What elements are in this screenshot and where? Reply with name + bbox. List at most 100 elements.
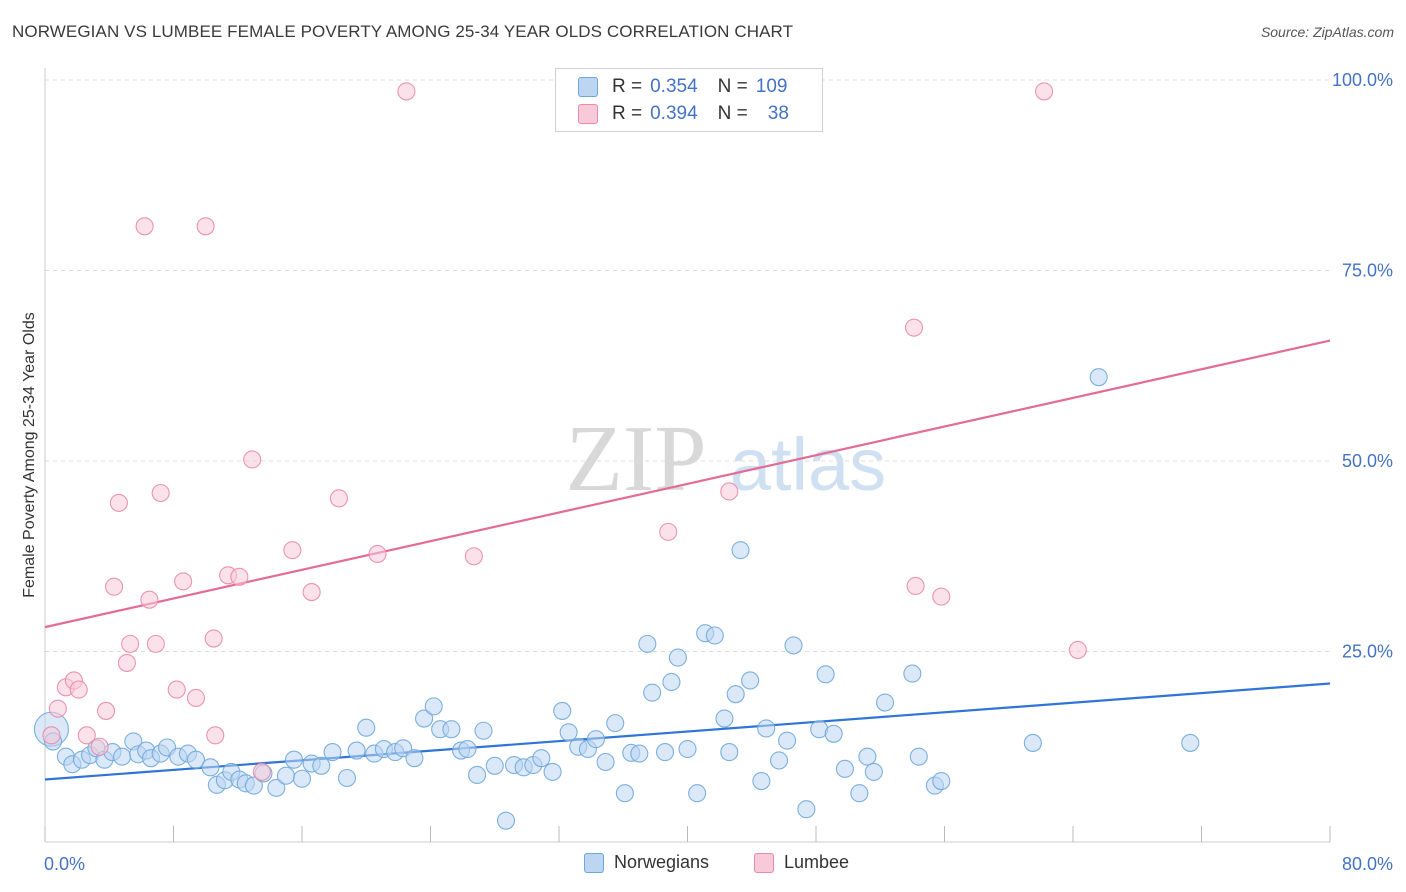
lumbee-point — [1035, 82, 1054, 101]
norwegians-point — [186, 750, 206, 769]
watermark-zip: ZIP — [566, 407, 707, 511]
lumbee-point — [906, 576, 925, 596]
tick-labels: 25.0% 50.0% 75.0% 100.0% 0.0% 80.0% — [44, 70, 1393, 874]
norwegians-point — [835, 759, 854, 778]
norwegians-point — [244, 776, 263, 795]
lumbee-point — [302, 583, 321, 602]
pink-swatch — [754, 852, 774, 873]
stats-legend: R = 0.354 N = 109 R = 0.394 N = 38 — [555, 68, 823, 132]
norwegians-point — [606, 714, 625, 733]
lumbee-point — [230, 567, 249, 586]
r-value: 0.354 — [650, 76, 698, 97]
source-label: Source: ZipAtlas.com — [1260, 24, 1394, 40]
lumbee-point — [904, 318, 924, 337]
n-value: 38 — [767, 103, 789, 124]
lumbee-point — [90, 737, 109, 756]
lumbee-point — [283, 541, 302, 560]
norwegians-point — [405, 749, 424, 768]
norwegians-point — [757, 719, 776, 738]
norwegians-point — [932, 771, 951, 791]
norwegians-point — [909, 747, 928, 766]
y-tick-label: 50.0% — [1342, 451, 1393, 471]
norwegians-point — [876, 693, 895, 712]
legend-item-norwegians[interactable]: Norwegians — [584, 852, 709, 873]
lumbee-point — [720, 482, 739, 501]
x-tick-label-min: 0.0% — [44, 854, 85, 874]
lumbee-point — [174, 572, 193, 591]
norwegians-point — [596, 752, 615, 772]
norwegians-point — [201, 758, 220, 777]
lumbee-point — [932, 587, 951, 606]
x-tick-label-max: 80.0% — [1342, 854, 1393, 874]
norwegians-point — [638, 634, 657, 653]
norwegians-point — [903, 664, 922, 683]
norwegians-point — [442, 720, 461, 739]
norwegians-trend-line — [44, 682, 1331, 781]
lumbee-point — [140, 590, 159, 609]
norwegians-point — [347, 741, 366, 760]
chart-title: NORWEGIAN VS LUMBEE FEMALE POVERTY AMONG… — [12, 22, 794, 41]
y-tick-label: 100.0% — [1332, 70, 1393, 90]
legend-item-lumbee[interactable]: Lumbee — [754, 852, 849, 873]
norwegians-point — [615, 784, 634, 803]
lumbee-point — [252, 762, 271, 781]
norwegians-point — [816, 665, 835, 684]
norwegians-point — [741, 671, 760, 690]
lumbee-point — [135, 217, 154, 236]
lumbee-point — [659, 522, 678, 541]
norwegians-point — [337, 768, 357, 788]
legend-label-norwegians: Norwegians — [614, 852, 710, 872]
norwegians-point — [415, 709, 434, 728]
norwegians-point — [678, 739, 697, 759]
norwegians-point — [543, 762, 562, 781]
norwegians-point — [662, 672, 681, 692]
norwegians-point — [312, 756, 331, 775]
norwegians-point — [784, 636, 803, 655]
norwegians-point — [474, 721, 493, 740]
lumbee-point — [121, 634, 140, 653]
norwegians-point — [532, 749, 551, 768]
r-value: 0.394 — [650, 103, 698, 124]
lumbee-trend-line — [44, 339, 1331, 629]
lumbee-point — [105, 577, 124, 596]
lumbee-point — [146, 634, 165, 653]
y-tick-label: 25.0% — [1342, 642, 1393, 662]
pink-swatch — [578, 104, 598, 124]
watermark-atlas: atlas — [730, 423, 886, 506]
norwegians-point — [720, 743, 739, 762]
norwegians-point — [824, 724, 843, 743]
norwegians-point — [864, 762, 883, 781]
norwegians-point — [553, 701, 572, 720]
norwegians-point — [655, 743, 675, 762]
lumbee-point — [167, 680, 186, 699]
norwegians-point — [284, 750, 304, 769]
stats-row-norwegians: R = 0.354 N = 109 — [578, 75, 787, 99]
norwegians-point — [715, 709, 734, 728]
lumbee-point — [204, 629, 223, 648]
lumbee-point — [329, 489, 348, 508]
lumbee-point — [368, 544, 387, 564]
r-label: R = — [612, 76, 643, 97]
lumbee-point — [151, 483, 170, 503]
norwegians-point — [778, 731, 797, 750]
norwegians-point — [797, 800, 816, 819]
lumbee-point — [96, 701, 116, 720]
norwegians-point — [752, 771, 771, 791]
norwegians-point — [858, 747, 877, 766]
lumbee-point — [69, 680, 88, 699]
norwegians-point — [496, 811, 516, 830]
norwegians-point — [458, 739, 477, 759]
norwegians-point — [705, 626, 724, 645]
n-label: N = — [717, 76, 748, 97]
norwegians-point — [726, 685, 745, 704]
norwegians-point — [468, 765, 487, 784]
lumbee-point — [42, 726, 61, 745]
norwegians-point — [688, 784, 707, 803]
norwegians-point — [1023, 733, 1042, 752]
lumbee-point — [48, 699, 67, 718]
lumbee-point — [186, 688, 206, 708]
lumbee-point — [206, 726, 225, 745]
norwegians-point — [643, 683, 662, 702]
lumbee-point — [109, 493, 128, 512]
